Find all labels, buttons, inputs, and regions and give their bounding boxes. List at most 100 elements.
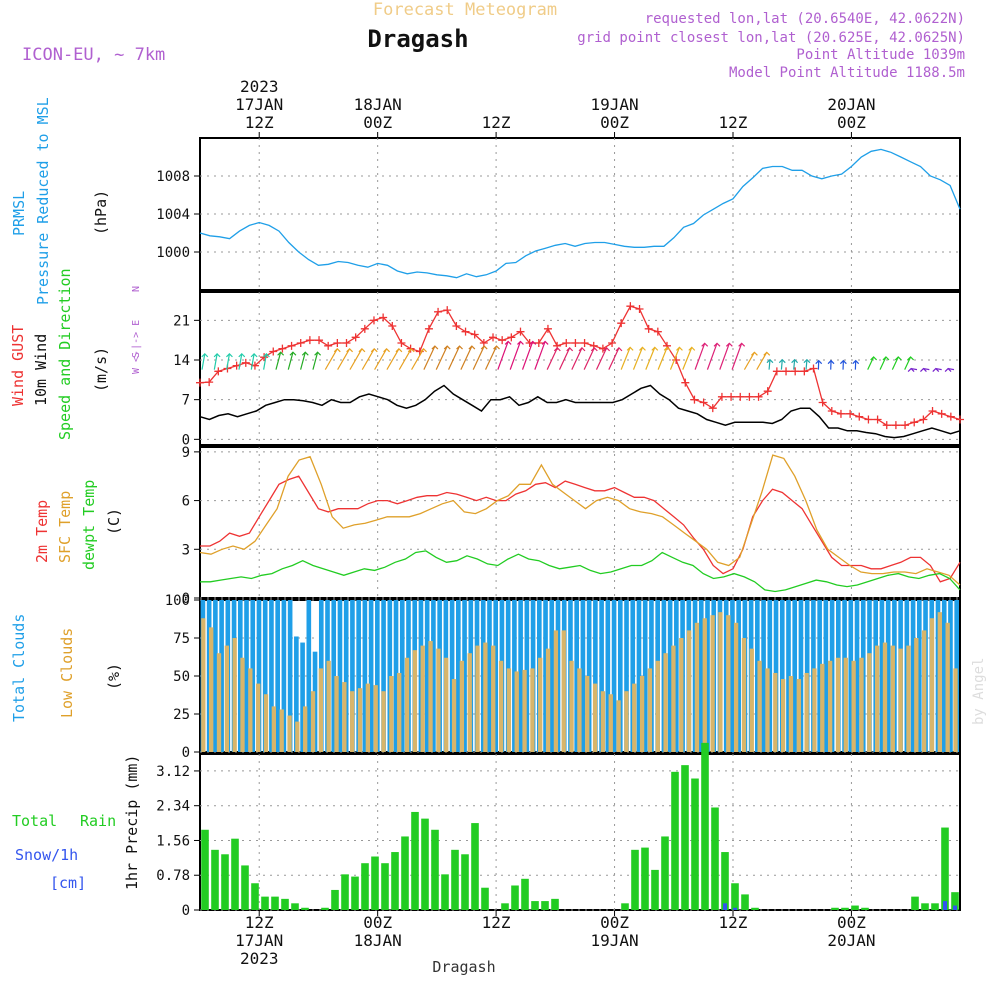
gust-marker — [315, 336, 323, 344]
pressure-unit: (hPa) — [92, 190, 110, 235]
wind-arrow-head — [469, 346, 475, 349]
time-label: 20JAN — [827, 931, 875, 950]
wind-10m-label: 10m Wind — [32, 334, 50, 406]
wind-arrow — [461, 346, 472, 370]
bar-rain — [261, 897, 269, 910]
gust-marker — [736, 393, 744, 401]
bar-low-clouds — [703, 618, 707, 752]
y-tick-label: 1004 — [156, 207, 190, 223]
bar-rain — [921, 903, 929, 910]
gust-marker — [452, 322, 460, 330]
bar-low-clouds — [311, 691, 315, 752]
compass-rose: N W <-|-> E S — [131, 286, 142, 374]
wind-arrow — [868, 357, 874, 370]
bar-low-clouds — [334, 676, 338, 752]
temperature-panel-labels: 2m Temp SFC Temp dewpt Temp (C) — [33, 480, 123, 570]
wind-panel-labels: Wind GUST 10m Wind Speed and Direction (… — [9, 268, 142, 440]
bar-rain — [361, 863, 369, 910]
bar-low-clouds — [436, 649, 440, 752]
gust-marker — [544, 325, 552, 333]
gust-marker — [938, 410, 946, 418]
time-label: 19JAN — [590, 95, 638, 114]
gust-marker — [269, 348, 277, 356]
cloud-unit: (%) — [105, 663, 123, 690]
gust-marker — [864, 416, 872, 424]
snow-label: Snow/1h — [15, 846, 78, 864]
bar-low-clouds — [671, 646, 675, 752]
gust-marker — [892, 421, 900, 429]
gust-marker — [690, 396, 698, 404]
bar-low-clouds — [295, 722, 299, 752]
wind-arrow — [338, 349, 350, 370]
bar-low-clouds — [710, 615, 714, 752]
bar-rain — [931, 903, 939, 910]
panel-frame — [200, 754, 960, 910]
bar-low-clouds — [366, 684, 370, 752]
precip-panel-labels: Total Rain Snow/1h [cm] 1hr Precip (mm) — [12, 755, 141, 892]
time-label: 00Z — [600, 113, 629, 132]
bar-rain — [681, 765, 689, 910]
model-label: ICON-EU, ~ 7km — [22, 45, 165, 65]
gust-marker — [956, 416, 964, 424]
cloud-panel-labels: Total Clouds Low Clouds (%) — [10, 614, 123, 722]
y-tick-label: 75 — [173, 631, 190, 647]
bar-low-clouds — [844, 658, 848, 752]
bar-rain — [451, 850, 459, 910]
bar-snow — [953, 906, 957, 910]
bar-low-clouds — [883, 643, 887, 752]
time-label: 18JAN — [354, 931, 402, 950]
bar-rain — [541, 901, 549, 910]
gust-marker — [654, 328, 662, 336]
bar-rain — [401, 836, 409, 910]
bar-rain — [651, 870, 659, 910]
bar-low-clouds — [358, 688, 362, 752]
bar-low-clouds — [585, 676, 589, 752]
wind-arrow — [535, 341, 545, 369]
bar-low-clouds — [389, 676, 393, 752]
bar-low-clouds — [757, 661, 761, 752]
bar-low-clouds — [287, 716, 291, 752]
bar-low-clouds — [797, 679, 801, 752]
credit-watermark: by Angel — [971, 658, 987, 725]
bar-low-clouds — [820, 664, 824, 752]
bar-low-clouds — [374, 685, 378, 752]
bar-rain — [241, 865, 249, 910]
time-label: 2023 — [240, 77, 279, 96]
gust-marker — [608, 339, 616, 347]
gust-marker — [883, 421, 891, 429]
wind-arrow — [362, 349, 374, 370]
wind-arrow-head — [764, 352, 770, 355]
y-tick-label: 1.56 — [156, 833, 190, 849]
time-label: 18JAN — [354, 95, 402, 114]
wind-arrow — [732, 343, 742, 369]
wind-arrow — [658, 347, 667, 369]
bar-low-clouds — [428, 641, 432, 752]
series-line-10m-wind — [200, 386, 960, 438]
time-label: 2023 — [240, 949, 279, 968]
bar-rain — [721, 852, 729, 910]
bar-low-clouds — [530, 668, 534, 752]
bar-low-clouds — [898, 649, 902, 752]
gust-marker — [901, 421, 909, 429]
bar-rain — [671, 772, 679, 910]
time-label: 19JAN — [590, 931, 638, 950]
bar-low-clouds — [405, 658, 409, 752]
wind-arrow — [523, 341, 533, 369]
bar-low-clouds — [342, 682, 346, 752]
footer-location: Dragash — [432, 958, 495, 976]
bar-low-clouds — [381, 691, 385, 752]
wind-arrow-head — [751, 352, 757, 355]
gust-marker — [773, 367, 781, 375]
gust-marker — [434, 308, 442, 316]
bar-rain — [441, 874, 449, 910]
bar-low-clouds — [687, 630, 691, 752]
y-tick-label: 7 — [182, 393, 190, 409]
bar-rain — [691, 779, 699, 910]
wind-arrow-head — [359, 349, 365, 352]
bar-low-clouds — [554, 630, 558, 752]
bar-snow — [733, 908, 737, 910]
bar-rain — [481, 888, 489, 910]
gust-marker — [196, 379, 204, 387]
